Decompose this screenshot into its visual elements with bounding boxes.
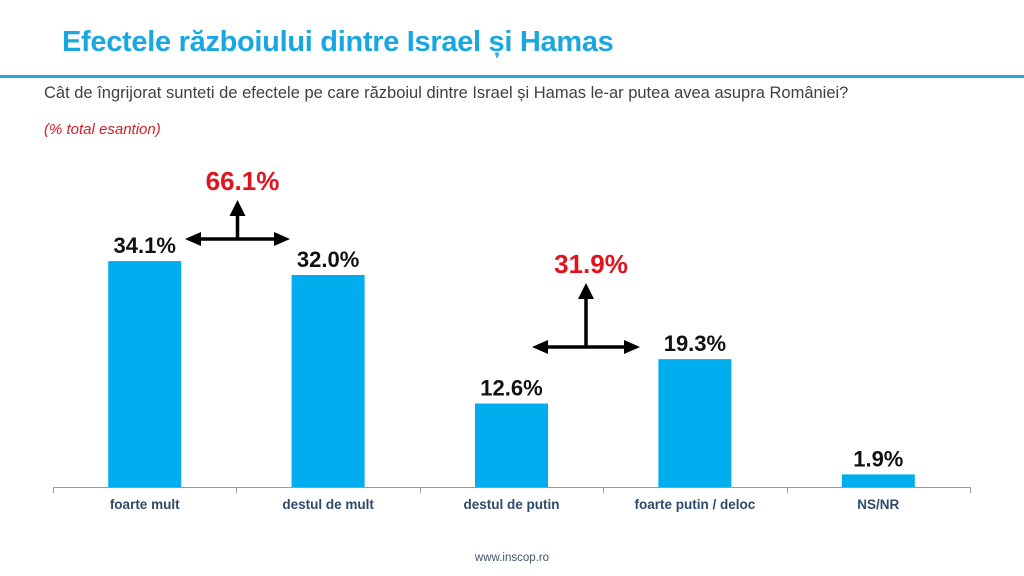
aggregate-arrow-0: 66.1%: [185, 166, 290, 246]
arrow-up-head-icon: [229, 200, 246, 216]
footer-url: www.inscop.ro: [474, 552, 550, 564]
bar-value-label: 19.3%: [664, 331, 726, 356]
bar-foarte-putin-deloc: [658, 359, 732, 487]
bar-value-label: 12.6%: [480, 376, 542, 401]
bar-value-label: 34.1%: [114, 233, 176, 258]
title-divider: [0, 75, 1024, 78]
bar-ns-nr: [841, 474, 915, 487]
aggregate-value-label: 31.9%: [554, 249, 628, 279]
category-label: foarte putin / deloc: [635, 497, 756, 512]
bar-value-label: 32.0%: [297, 247, 359, 272]
aggregate-arrow-1: 31.9%: [532, 249, 640, 354]
survey-question: Cât de îngrijorat sunteti de efectele pe…: [44, 84, 849, 102]
arrow-right-head-icon: [274, 232, 290, 246]
arrow-up-head-icon: [578, 283, 594, 299]
bar-destul-de-mult: [291, 275, 365, 487]
page-title: Efectele războiului dintre Israel și Ham…: [62, 26, 614, 58]
category-label: foarte mult: [110, 497, 180, 512]
category-label: destul de mult: [282, 497, 374, 512]
arrow-left-head-icon: [185, 232, 201, 246]
arrow-left-head-icon: [532, 340, 548, 354]
sample-note: (% total esantion): [44, 121, 161, 138]
bar-destul-de-putin: [475, 403, 548, 487]
arrow-right-head-icon: [624, 340, 640, 354]
category-label: NS/NR: [857, 497, 899, 512]
bar-value-label: 1.9%: [853, 446, 903, 471]
aggregate-value-label: 66.1%: [206, 166, 280, 196]
bar-foarte-mult: [108, 261, 182, 487]
category-label: destul de putin: [464, 497, 560, 512]
